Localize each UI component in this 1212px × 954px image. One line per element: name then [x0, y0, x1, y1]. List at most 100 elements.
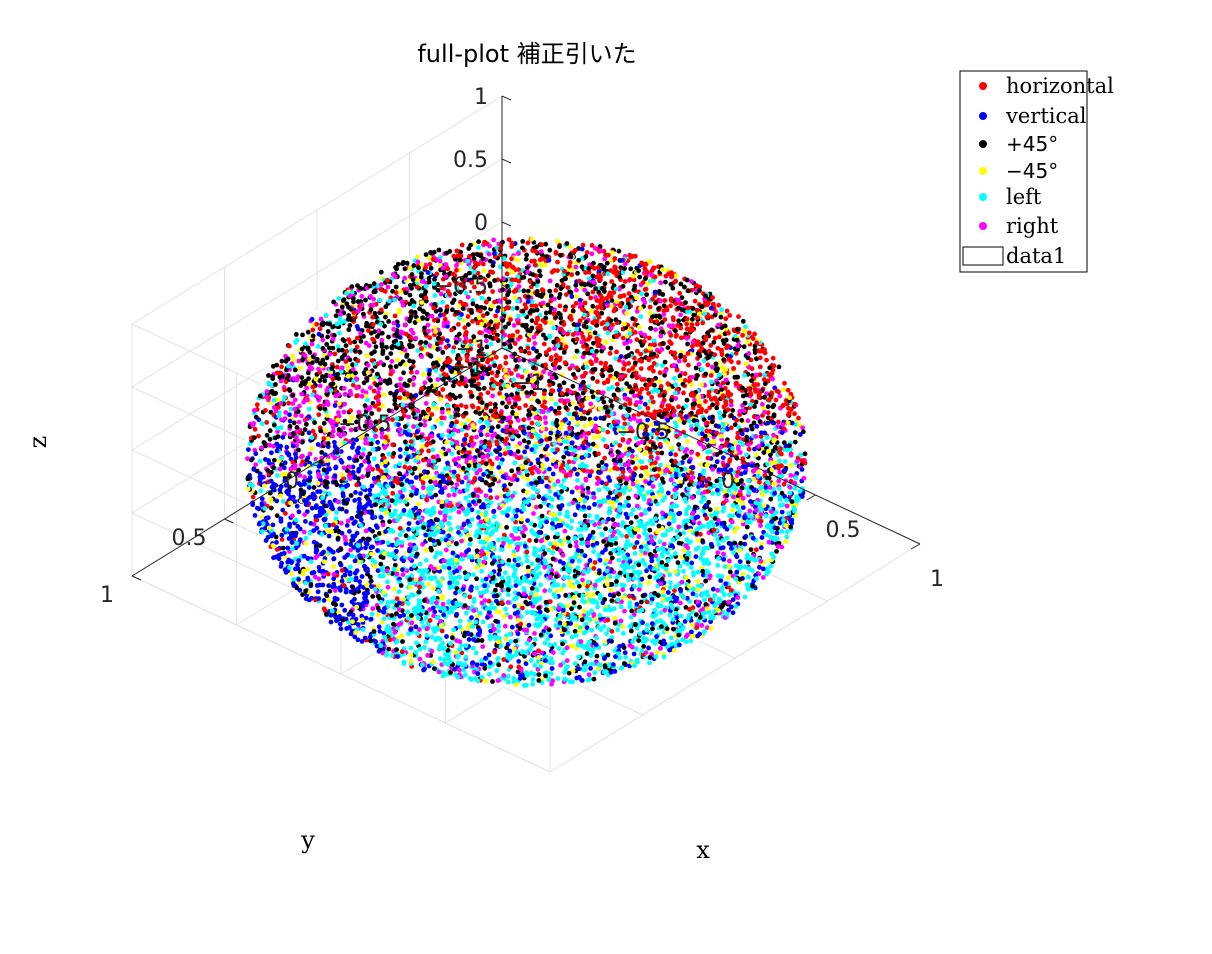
data-point: [545, 636, 550, 642]
data-point: [558, 315, 564, 321]
data-point: [299, 413, 304, 419]
data-point: [481, 472, 486, 477]
data-point: [690, 465, 696, 471]
data-point: [481, 385, 487, 391]
data-point: [679, 579, 685, 585]
data-point: [330, 424, 336, 430]
data-point: [325, 528, 330, 534]
data-point: [329, 529, 334, 535]
data-point: [423, 340, 429, 345]
data-point: [745, 574, 751, 580]
data-point: [352, 558, 358, 564]
data-point: [573, 590, 579, 596]
data-point: [437, 656, 443, 662]
data-point: [740, 318, 746, 324]
data-point: [404, 446, 410, 452]
data-point: [717, 410, 722, 416]
data-point: [477, 610, 483, 616]
data-point: [455, 428, 461, 434]
data-point: [590, 394, 596, 400]
data-point: [637, 274, 643, 280]
data-point: [733, 350, 739, 356]
data-point: [734, 554, 740, 560]
data-point: [535, 457, 541, 463]
data-point: [572, 628, 578, 634]
data-point: [528, 658, 534, 663]
data-point: [493, 587, 498, 593]
data-point: [271, 397, 277, 403]
data-point: [447, 282, 452, 287]
data-point: [715, 573, 721, 579]
data-point: [595, 379, 600, 384]
data-point: [532, 663, 538, 668]
data-point: [676, 358, 682, 364]
data-point: [564, 645, 570, 651]
data-point: [594, 578, 600, 584]
data-point: [749, 366, 755, 371]
data-point: [634, 479, 640, 485]
data-point: [444, 304, 450, 310]
data-point: [678, 312, 683, 318]
data-point: [420, 541, 425, 547]
data-point: [657, 492, 663, 498]
data-point: [502, 451, 508, 457]
data-point: [718, 415, 723, 421]
data-point: [496, 571, 502, 577]
data-point: [521, 417, 527, 423]
data-point: [626, 368, 632, 373]
data-point: [608, 318, 614, 323]
data-point: [678, 325, 684, 331]
data-point: [629, 373, 635, 379]
data-point: [689, 629, 694, 635]
data-point: [586, 490, 591, 495]
data-point: [561, 561, 566, 566]
data-point: [274, 547, 280, 552]
data-point: [628, 266, 634, 272]
data-point: [379, 330, 385, 336]
data-point: [569, 440, 575, 446]
data-point: [550, 521, 555, 526]
data-point: [388, 364, 393, 370]
data-point: [678, 479, 683, 485]
data-point: [347, 388, 353, 394]
data-point: [597, 557, 603, 563]
data-point: [327, 491, 332, 497]
data-point: [397, 454, 403, 459]
data-point: [503, 606, 508, 612]
data-point: [440, 300, 445, 305]
data-point: [580, 577, 585, 583]
data-point: [591, 491, 596, 496]
data-point: [438, 307, 443, 313]
data-point: [734, 417, 740, 423]
data-point: [639, 386, 645, 392]
data-point: [385, 600, 390, 605]
data-point: [547, 488, 553, 494]
data-point: [690, 316, 695, 322]
data-point: [612, 256, 618, 261]
data-point: [494, 495, 500, 500]
data-point: [732, 422, 738, 428]
data-point: [567, 543, 573, 549]
data-point: [516, 659, 522, 664]
data-point: [391, 586, 397, 592]
data-point: [297, 473, 303, 478]
data-point: [720, 455, 726, 461]
data-point: [722, 564, 728, 569]
data-point: [557, 511, 563, 517]
data-point: [294, 425, 300, 430]
data-point: [578, 533, 584, 539]
data-point: [409, 369, 414, 375]
data-point: [394, 611, 399, 617]
data-point: [699, 304, 705, 310]
data-point: [714, 430, 719, 436]
data-point: [761, 405, 767, 411]
data-point: [529, 470, 535, 476]
data-point: [259, 529, 265, 535]
data-point: [414, 277, 420, 283]
data-point: [673, 396, 679, 401]
data-point: [610, 517, 616, 522]
data-point: [485, 447, 491, 453]
data-point: [485, 432, 490, 438]
data-point: [625, 515, 630, 520]
data-point: [461, 522, 467, 527]
